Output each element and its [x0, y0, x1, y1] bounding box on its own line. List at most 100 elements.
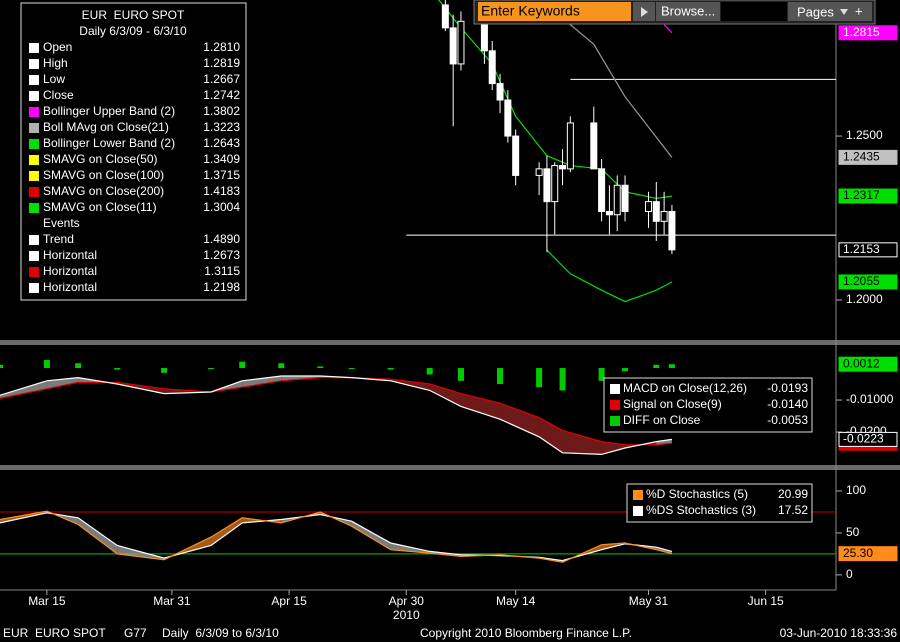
legend-label: Boll MAvg on Close(21)	[43, 120, 169, 134]
value-tag-label: 1.2153	[843, 242, 880, 256]
legend-swatch	[633, 490, 643, 500]
legend-swatch	[29, 283, 39, 293]
footer-timestamp: 03-Jun-2010 18:33:36	[780, 626, 898, 640]
legend-label: Bollinger Lower Band (2)	[43, 136, 175, 150]
macd-line	[0, 375, 672, 456]
value-tag-label: -0.0223	[843, 432, 884, 446]
candle-body	[480, 20, 488, 52]
diff-bar	[668, 364, 675, 369]
legend-swatch	[29, 203, 39, 213]
browse-label: Browse...	[661, 3, 715, 18]
legend-label: SMAVG on Close(50)	[43, 152, 158, 166]
candle-body	[644, 201, 652, 212]
candle-body	[598, 168, 606, 212]
footer-copyright: Copyright 2010 Bloomberg Finance L.P.	[420, 626, 632, 640]
legend-label: %D Stochastics (5)	[646, 487, 748, 501]
legend-value: 20.99	[778, 487, 808, 501]
diff-bar	[653, 364, 660, 369]
diff-bar	[426, 368, 433, 375]
x-tick-label: Apr 30	[389, 594, 425, 608]
legend-swatch	[29, 235, 39, 245]
legend-label: High	[43, 56, 68, 70]
diff-bar	[43, 360, 50, 369]
legend-label: Signal on Close(9)	[623, 397, 722, 411]
diff-bar	[114, 368, 121, 370]
legend-value: 1.2673	[203, 248, 240, 262]
pages-button[interactable]	[788, 2, 872, 21]
candle-body	[668, 210, 676, 251]
band-fill	[562, 430, 602, 455]
diff-bar	[75, 363, 82, 369]
legend-swatch	[29, 267, 39, 277]
diff-bar	[317, 366, 324, 369]
search-box[interactable]	[478, 2, 631, 21]
legend: EUR EURO SPOT Daily 6/3/09 - 6/3/10 Open…	[20, 2, 247, 301]
legend-label: MACD on Close(12,26)	[623, 381, 747, 395]
value-tag	[838, 242, 898, 258]
candle-body	[457, 20, 465, 65]
x-tick-label: Mar 15	[28, 594, 66, 608]
dropdown-icon	[840, 9, 848, 15]
legend-value: -0.0053	[767, 413, 808, 427]
footer-bar	[0, 625, 900, 642]
candle-body	[652, 201, 660, 222]
y-tick-label: 1.2500	[846, 128, 883, 142]
legend-label: Horizontal	[43, 248, 97, 262]
legend-label: DIFF on Close	[623, 413, 701, 427]
value-tag	[838, 274, 898, 290]
legend-value: 1.3223	[203, 120, 240, 134]
x-year-label: 2010	[393, 608, 420, 622]
indicator-line	[663, 24, 673, 34]
legend-swatch	[610, 416, 620, 426]
candle-body	[535, 168, 543, 176]
signal-line	[0, 377, 672, 446]
x-tick-label: May 14	[496, 594, 536, 608]
legend-swatch	[29, 139, 39, 149]
value-tag-label: 0.0012	[843, 356, 880, 370]
value-tag-label: 1.2815	[843, 25, 880, 39]
band-fill	[429, 384, 461, 407]
diff-bar	[207, 368, 214, 370]
legend-swatch	[29, 123, 39, 133]
blank-field	[721, 2, 787, 21]
legend-value: 1.4183	[203, 184, 240, 198]
legend-swatch	[29, 43, 39, 53]
legend-swatch	[29, 107, 39, 117]
y-tick-label: 50	[846, 525, 860, 539]
legend-value: 1.2643	[203, 136, 240, 150]
band-fill	[351, 521, 391, 550]
indicator-line	[546, 249, 673, 303]
legend-label: Open	[43, 40, 72, 54]
browse-button[interactable]	[656, 2, 720, 21]
legend-label: SMAVG on Close(11)	[43, 200, 157, 214]
value-tag-label: 25.30	[843, 546, 873, 560]
macd-panel	[0, 360, 675, 456]
legend-label: SMAVG on Close(200)	[43, 184, 164, 198]
candle-body	[590, 122, 598, 170]
diff-bar	[622, 368, 629, 372]
legend-label: Horizontal	[43, 280, 97, 294]
candle-body	[504, 99, 512, 137]
series-legend-box	[626, 483, 813, 523]
diff-bar	[559, 368, 566, 391]
band-fill	[210, 517, 243, 546]
footer: EUR EURO SPOT G77 Daily 6/3/09 to 6/3/10…	[0, 625, 900, 642]
legend-label: Bollinger Upper Band (2)	[43, 104, 175, 118]
x-tick-label: Mar 31	[153, 594, 191, 608]
indicator-line	[438, 0, 672, 200]
indicator-line	[546, 4, 673, 158]
legend-subtitle: Daily 6/3/09 - 6/3/10	[79, 24, 187, 38]
d-line	[0, 510, 673, 563]
legend-value: 1.3004	[203, 200, 240, 214]
axes: 1.2500 1.2000 1.2815 1.2435 1.2317 1.2153 1.20…	[28, 25, 898, 622]
candle-body	[605, 210, 613, 216]
band-fill	[78, 517, 118, 554]
value-tag-label: 1.2435	[843, 150, 880, 164]
value-tag	[838, 546, 898, 562]
value-tag	[838, 356, 898, 372]
diff-bar	[457, 368, 464, 381]
candle-body	[551, 165, 559, 203]
panel-separator	[0, 465, 900, 470]
candle-body	[449, 27, 457, 65]
legend-box	[20, 2, 247, 301]
